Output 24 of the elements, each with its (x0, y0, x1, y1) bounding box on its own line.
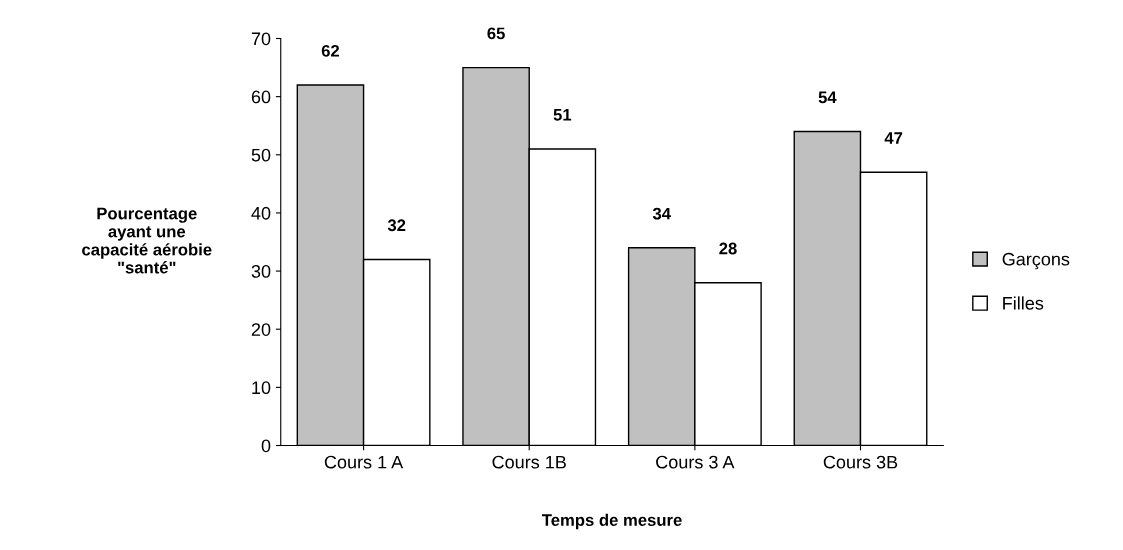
data-label: 65 (487, 27, 505, 40)
data-label: 51 (553, 109, 572, 121)
y-tick-label: 10 (252, 381, 271, 395)
y-tick-label: 40 (251, 206, 271, 220)
y-tick-label: 0 (261, 439, 271, 453)
y-tick-label: 20 (251, 323, 271, 336)
y-tick-label: 60 (251, 90, 271, 104)
x-axis-title: Temps de mesure (541, 513, 682, 530)
data-label: 54 (818, 91, 837, 104)
data-label: 62 (321, 44, 340, 57)
y-tick-label: 30 (251, 265, 271, 278)
legend-label: Garçons (1002, 252, 1070, 270)
data-label: 34 (652, 207, 671, 220)
data-label: 32 (387, 219, 406, 232)
x-tick-label: Cours 1 A (324, 455, 404, 469)
y-tick-label: 50 (251, 148, 271, 162)
x-tick-label: Cours 3 A (656, 455, 735, 469)
x-tick-label: Cours 3B (823, 455, 898, 469)
y-tick-label: 70 (251, 32, 271, 46)
legend-label: Filles (1003, 296, 1044, 310)
data-label: 28 (719, 242, 737, 255)
data-label: 47 (884, 132, 903, 144)
y-axis-title: Pourcentage ayant une capacité aérobie "santé" (82, 207, 212, 274)
x-tick-label: Cours 1B (492, 455, 566, 469)
